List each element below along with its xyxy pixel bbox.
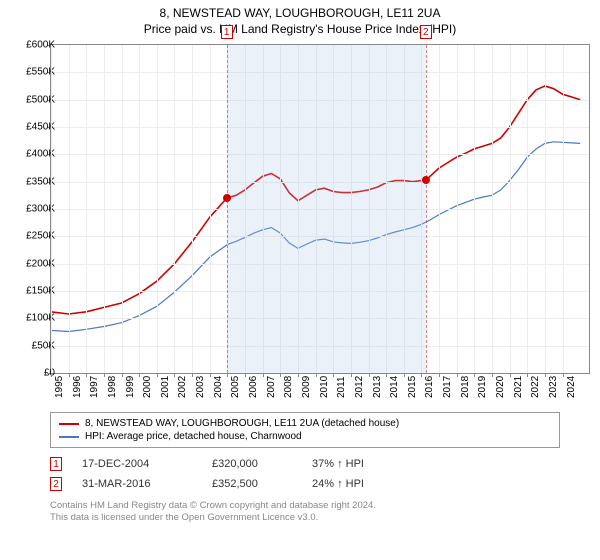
x-axis-label: 2022 (530, 376, 541, 398)
sale-date: 31-MAR-2016 (82, 478, 192, 490)
x-axis-label: 2000 (142, 376, 153, 398)
legend-swatch (59, 423, 79, 425)
sale-marker-box: 1 (50, 457, 62, 471)
x-axis-label: 2012 (354, 376, 365, 398)
x-axis-label: 2003 (195, 376, 206, 398)
x-axis-label: 2018 (460, 376, 471, 398)
sale-marker-box: 2 (50, 477, 62, 491)
x-axis-label: 2024 (566, 376, 577, 398)
x-axis-label: 2007 (266, 376, 277, 398)
sale-dot (223, 194, 231, 202)
x-axis-label: 2006 (248, 376, 259, 398)
plot-region: £0£50K£100K£150K£200K£250K£300K£350K£400… (50, 44, 590, 374)
legend-swatch (59, 436, 79, 438)
y-axis-label: £350K (11, 176, 55, 187)
x-axis-label: 1997 (89, 376, 100, 398)
x-axis-label: 2011 (336, 376, 347, 398)
x-axis-label: 1999 (125, 376, 136, 398)
y-axis-label: £550K (11, 67, 55, 78)
chart-title: 8, NEWSTEAD WAY, LOUGHBOROUGH, LE11 2UA (0, 0, 600, 20)
y-axis-label: £0 (11, 368, 55, 379)
x-axis-label: 2015 (407, 376, 418, 398)
sale-dot (422, 176, 430, 184)
x-axis-label: 2016 (424, 376, 435, 398)
x-axis-label: 2002 (177, 376, 188, 398)
sale-price: £320,000 (212, 458, 292, 470)
sale-row: 2 31-MAR-2016 £352,500 24% ↑ HPI (50, 474, 560, 494)
legend-item: 8, NEWSTEAD WAY, LOUGHBOROUGH, LE11 2UA … (59, 417, 551, 430)
y-axis-label: £400K (11, 149, 55, 160)
sale-row: 1 17-DEC-2004 £320,000 37% ↑ HPI (50, 454, 560, 474)
x-axis-label: 2019 (477, 376, 488, 398)
x-axis-label: 2004 (213, 376, 224, 398)
chart-container: 8, NEWSTEAD WAY, LOUGHBOROUGH, LE11 2UA … (0, 0, 600, 560)
y-axis-label: £300K (11, 204, 55, 215)
y-axis-label: £150K (11, 286, 55, 297)
chart-marker-box: 1 (221, 25, 233, 39)
marker-line (426, 45, 427, 373)
marker-line (227, 45, 228, 373)
sale-date: 17-DEC-2004 (82, 458, 192, 470)
chart-marker-box: 2 (420, 25, 432, 39)
x-axis-label: 2017 (442, 376, 453, 398)
sale-delta: 37% ↑ HPI (312, 458, 402, 470)
x-axis-label: 2013 (372, 376, 383, 398)
footer-line: This data is licensed under the Open Gov… (50, 512, 560, 524)
legend-item: HPI: Average price, detached house, Char… (59, 430, 551, 443)
chart-area: £0£50K£100K£150K£200K£250K£300K£350K£400… (40, 40, 600, 408)
sale-price: £352,500 (212, 478, 292, 490)
chart-subtitle: Price paid vs. HM Land Registry's House … (0, 20, 600, 36)
y-axis-label: £450K (11, 122, 55, 133)
x-axis-label: 2005 (230, 376, 241, 398)
legend: 8, NEWSTEAD WAY, LOUGHBOROUGH, LE11 2UA … (50, 412, 560, 448)
y-axis-label: £500K (11, 94, 55, 105)
y-axis-label: £100K (11, 313, 55, 324)
footer-line: Contains HM Land Registry data © Crown c… (50, 500, 560, 512)
x-axis-label: 1995 (54, 376, 65, 398)
x-axis-label: 1998 (107, 376, 118, 398)
y-axis-label: £600K (11, 40, 55, 51)
x-axis-label: 1996 (72, 376, 83, 398)
sale-delta: 24% ↑ HPI (312, 478, 402, 490)
x-axis-label: 2008 (283, 376, 294, 398)
x-axis-label: 2009 (301, 376, 312, 398)
y-axis-label: £200K (11, 258, 55, 269)
x-axis-label: 2014 (389, 376, 400, 398)
x-axis-label: 2020 (495, 376, 506, 398)
y-axis-label: £50K (11, 340, 55, 351)
x-axis-label: 2021 (513, 376, 524, 398)
footer: Contains HM Land Registry data © Crown c… (50, 500, 560, 525)
shade-band (227, 45, 426, 373)
x-axis-label: 2023 (548, 376, 559, 398)
legend-label: 8, NEWSTEAD WAY, LOUGHBOROUGH, LE11 2UA … (85, 418, 399, 429)
legend-label: HPI: Average price, detached house, Char… (85, 431, 302, 442)
x-axis-label: 2010 (319, 376, 330, 398)
y-axis-label: £250K (11, 231, 55, 242)
sales-table: 1 17-DEC-2004 £320,000 37% ↑ HPI 2 31-MA… (50, 454, 560, 494)
x-axis-label: 2001 (160, 376, 171, 398)
